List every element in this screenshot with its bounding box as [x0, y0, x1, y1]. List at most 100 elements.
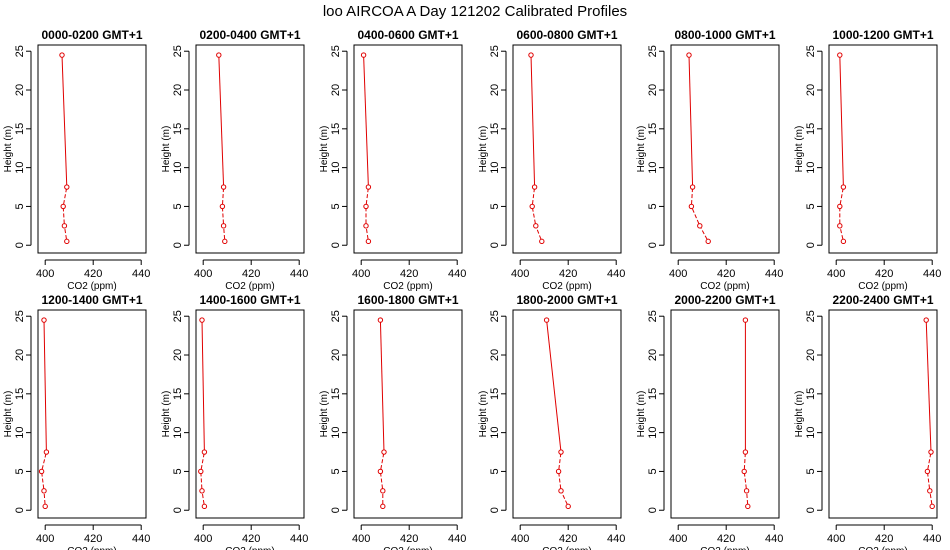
y-tick-label: 25 — [489, 45, 501, 57]
profile-point — [928, 449, 934, 455]
profile-point — [837, 223, 843, 229]
profile-panel: 1200-1400 GMT+1 400 420 440 0 5 10 15 20 25 CO2 (p… — [3, 293, 150, 550]
y-axis-label: Height (m) — [319, 126, 330, 173]
x-axis-label: CO2 (ppm) — [858, 281, 907, 292]
y-tick-label: 5 — [489, 468, 501, 474]
profile-segment — [700, 227, 708, 240]
x-tick-label: 400 — [36, 533, 54, 545]
figure-title: loo AIRCOA A Day 121202 Calibrated Profi… — [323, 3, 627, 20]
y-tick-label: 0 — [14, 242, 26, 248]
y-tick-label: 15 — [489, 388, 501, 400]
y-tick-label: 0 — [805, 242, 817, 248]
profile-point — [741, 468, 747, 475]
y-tick-label: 25 — [647, 310, 659, 322]
panel-title: 0400-0600 GMT+1 — [357, 28, 458, 42]
y-tick-label: 5 — [489, 203, 501, 209]
y-tick-label: 5 — [805, 203, 817, 209]
y-axis-label: Height (m) — [794, 126, 805, 173]
profile-point — [555, 468, 562, 475]
profile-segment — [380, 473, 384, 489]
y-tick-label: 0 — [489, 507, 501, 513]
profile-point — [365, 184, 372, 190]
x-tick-label: 400 — [827, 533, 845, 545]
y-tick-label: 10 — [14, 427, 26, 439]
plot-frame — [195, 309, 305, 519]
y-tick-label: 25 — [14, 45, 26, 57]
x-tick-label: 420 — [559, 533, 577, 545]
profile-segment — [839, 189, 844, 205]
x-tick-label: 440 — [290, 268, 308, 280]
x-tick-label: 440 — [765, 268, 783, 280]
profile-segment — [925, 322, 932, 450]
plot-frame — [37, 44, 147, 254]
y-tick-label: 5 — [330, 203, 342, 209]
profile-point — [64, 184, 70, 190]
profile-segment — [839, 228, 844, 240]
profile-point — [38, 468, 45, 475]
y-tick-label: 0 — [489, 242, 501, 248]
profile-point — [61, 223, 68, 229]
panel-title: 0200-0400 GMT+1 — [199, 28, 300, 42]
y-tick-label: 0 — [647, 507, 659, 513]
profile-point — [689, 184, 696, 190]
profile-segment — [530, 57, 536, 185]
y-tick-label: 20 — [489, 349, 501, 361]
y-tick-label: 20 — [330, 349, 342, 361]
profile-segment — [929, 493, 933, 505]
y-tick-label: 10 — [489, 162, 501, 174]
panel-title: 1600-1800 GMT+1 — [357, 293, 458, 307]
x-tick-label: 400 — [352, 268, 370, 280]
y-tick-label: 10 — [330, 427, 342, 439]
x-axis-label: CO2 (ppm) — [542, 546, 591, 550]
profile-point — [201, 449, 208, 455]
profile-segment — [201, 493, 205, 505]
profile-segment — [536, 227, 542, 240]
x-tick-label: 400 — [669, 533, 687, 545]
plot-frame — [195, 44, 305, 254]
profile-segment — [531, 189, 535, 205]
x-tick-label: 400 — [669, 268, 687, 280]
profile-segment — [743, 454, 746, 470]
profile-point — [363, 203, 369, 210]
y-axis-label: Height (m) — [3, 391, 14, 438]
profile-point — [381, 449, 387, 455]
y-tick-label: 20 — [172, 84, 184, 96]
profile-point — [219, 203, 226, 210]
y-tick-label: 5 — [172, 203, 184, 209]
panel-title: 0800-1000 GMT+1 — [674, 28, 775, 42]
profile-segment — [222, 189, 224, 205]
x-tick-label: 400 — [352, 533, 370, 545]
y-tick-label: 0 — [647, 242, 659, 248]
profile-point — [41, 317, 47, 323]
y-tick-label: 15 — [647, 123, 659, 135]
profile-point — [927, 488, 933, 494]
profile-point — [840, 238, 847, 245]
x-tick-label: 420 — [242, 268, 260, 280]
profile-point — [60, 203, 66, 210]
x-axis-label: CO2 (ppm) — [67, 546, 116, 550]
y-tick-label: 25 — [14, 310, 26, 322]
y-axis-label: Height (m) — [636, 126, 647, 173]
profile-segment — [365, 228, 369, 240]
x-tick-label: 420 — [717, 268, 735, 280]
y-axis-label: Height (m) — [636, 391, 647, 438]
profile-panel: 1600-1800 GMT+1 400 420 440 0 5 10 15 20 25 CO2 (p… — [319, 293, 466, 550]
y-tick-label: 15 — [330, 123, 342, 135]
profile-point — [697, 223, 703, 229]
profile-point — [59, 52, 65, 58]
y-tick-label: 10 — [489, 427, 501, 439]
y-tick-label: 10 — [805, 427, 817, 439]
profile-segment — [200, 473, 203, 489]
y-tick-label: 25 — [330, 45, 342, 57]
profile-panel: 0600-0800 GMT+1 400 420 440 0 5 10 15 20 25 CO2 (p… — [478, 28, 625, 292]
x-tick-label: 440 — [132, 533, 150, 545]
y-axis-label: Height (m) — [319, 391, 330, 438]
y-tick-label: 25 — [805, 310, 817, 322]
y-axis-label: Height (m) — [478, 126, 489, 173]
plot-frame — [828, 44, 938, 254]
y-tick-label: 15 — [805, 388, 817, 400]
profile-point — [923, 317, 929, 323]
x-tick-label: 440 — [448, 533, 466, 545]
y-tick-label: 15 — [647, 388, 659, 400]
